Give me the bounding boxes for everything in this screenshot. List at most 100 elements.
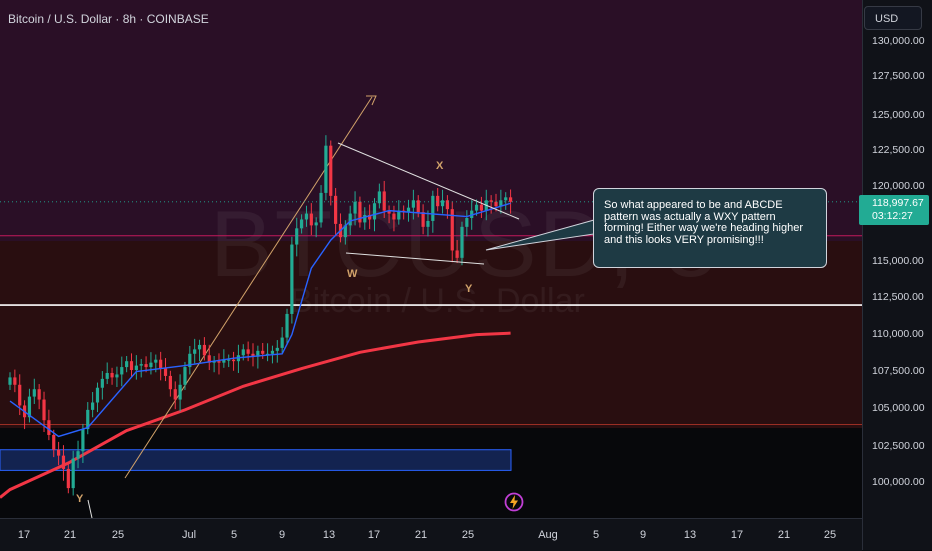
candle-body <box>470 210 474 218</box>
candle-body <box>86 409 90 430</box>
candle-body <box>309 213 313 226</box>
candle-body <box>32 389 36 397</box>
time-tick: 17 <box>730 529 744 541</box>
time-tick: 21 <box>777 529 791 541</box>
price-tick: 122,500.00 <box>872 144 925 156</box>
candle-body <box>246 349 250 354</box>
last-price-value: 118,997.67 <box>872 197 924 209</box>
candle-body <box>489 200 493 202</box>
candle-body <box>324 145 328 193</box>
price-tick: 115,000.00 <box>872 255 924 267</box>
price-tick: 110,000.00 <box>872 328 924 340</box>
candle-body <box>207 355 211 363</box>
candle-body <box>343 225 347 238</box>
candle-body <box>285 313 289 338</box>
candle-body <box>319 192 323 223</box>
candle-body <box>499 200 503 207</box>
candle-body <box>144 364 148 368</box>
candle-body <box>222 359 226 363</box>
time-tick: 13 <box>683 529 697 541</box>
candle-body <box>100 378 104 388</box>
candle-body <box>314 222 318 226</box>
candle-body <box>300 219 304 229</box>
slow-moving-average <box>0 331 511 499</box>
candle-body <box>411 200 415 208</box>
candle-body <box>159 359 163 369</box>
candle-body <box>134 365 138 371</box>
candle-body <box>334 195 338 224</box>
wave-label-y-prior: Y <box>76 493 84 505</box>
candle-body <box>368 215 372 220</box>
candle-body <box>188 353 192 368</box>
demand-box <box>0 449 512 471</box>
candle-body <box>120 367 124 375</box>
candle-body <box>363 215 367 223</box>
candle-body <box>105 372 109 379</box>
candle-body <box>183 367 187 385</box>
time-tick: 5 <box>592 529 600 541</box>
annotation-callout[interactable]: So what appeared to be and ABCDE pattern… <box>593 188 827 268</box>
price-tick: 125,000.00 <box>872 109 925 121</box>
candle-body <box>217 361 221 363</box>
candle-body <box>251 353 255 357</box>
candle-body <box>125 361 129 368</box>
candle-body <box>57 449 61 456</box>
candle-body <box>275 347 279 351</box>
candle-body <box>81 429 85 452</box>
candle-body <box>431 195 435 221</box>
price-tick: 100,000.00 <box>872 476 925 488</box>
candle-body <box>436 195 440 207</box>
candle-body <box>329 145 333 196</box>
price-tick: 127,500.00 <box>872 70 925 82</box>
price-tick: 102,500.00 <box>872 440 925 452</box>
pattern-lower-line <box>345 252 485 265</box>
candle-body <box>280 337 284 348</box>
time-tick: 25 <box>823 529 837 541</box>
time-tick: Jul <box>181 529 197 541</box>
candle-body <box>440 200 445 207</box>
candle-body <box>474 204 479 211</box>
candle-body <box>37 389 41 400</box>
price-chart[interactable] <box>0 0 862 518</box>
candle-body <box>178 384 182 400</box>
candle-body <box>149 362 153 368</box>
time-tick: 21 <box>414 529 428 541</box>
candle-body <box>494 201 498 207</box>
candle-body <box>455 250 459 258</box>
candle-body <box>227 359 231 361</box>
price-tick: 107,500.00 <box>872 365 925 377</box>
time-tick: 25 <box>111 529 125 541</box>
lightning-logo-icon[interactable] <box>504 492 524 512</box>
price-axis[interactable] <box>862 0 932 550</box>
candle-body <box>139 364 143 366</box>
candle-body <box>387 210 391 214</box>
support-zone <box>0 241 862 428</box>
candle-body <box>95 387 100 403</box>
chart-title: Bitcoin / U.S. Dollar · 8h · COINBASE <box>8 12 209 26</box>
candle-body <box>66 468 70 489</box>
candle-body <box>52 434 56 450</box>
currency-selector[interactable]: USD <box>864 6 922 30</box>
candle-body <box>110 372 114 378</box>
candle-body <box>508 197 513 202</box>
candle-body <box>91 402 95 410</box>
candle-body <box>426 220 430 227</box>
candle-body <box>445 200 449 210</box>
time-tick: 21 <box>63 529 77 541</box>
time-tick: 5 <box>230 529 238 541</box>
candle-body <box>348 213 352 226</box>
wave-leg-line <box>87 499 93 518</box>
candle-body <box>18 384 22 406</box>
last-price-tag: 118,997.67 03:12:27 <box>859 195 929 225</box>
candle-body <box>421 212 425 227</box>
candle-body <box>8 377 12 385</box>
candle-body <box>173 389 177 400</box>
candle-body <box>397 210 401 220</box>
price-tick: 120,000.00 <box>872 180 925 192</box>
candle-body <box>168 375 172 390</box>
candle-body <box>154 359 158 363</box>
name-watermark: Bitcoin / U.S. Dollar <box>290 282 585 320</box>
time-axis[interactable] <box>0 518 862 551</box>
trend-arrow-icon <box>366 95 377 106</box>
wave-label-x: X <box>436 160 444 172</box>
